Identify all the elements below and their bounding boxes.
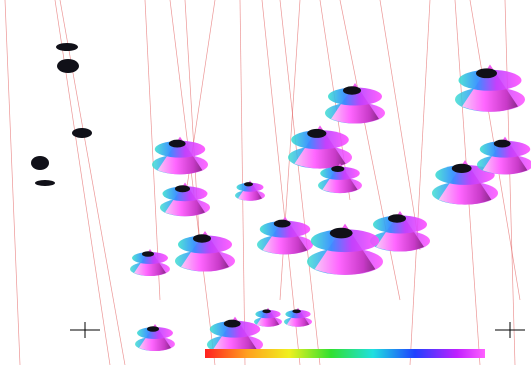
visualization: [0, 0, 531, 365]
glyph: [343, 86, 361, 94]
page: (() => { const svg = document.getElement…: [0, 0, 531, 365]
glyph: [31, 156, 49, 170]
glyph: [452, 164, 472, 173]
glyph: [193, 234, 211, 242]
glyph: [147, 326, 159, 332]
glyph: [35, 180, 55, 186]
glyph: [262, 309, 270, 313]
glyph: [169, 140, 186, 148]
glyph: [388, 214, 406, 222]
glyph: [56, 43, 78, 51]
glyph: [57, 59, 79, 73]
color-bar: [205, 349, 485, 358]
glyph: [494, 140, 511, 148]
glyph: [274, 220, 291, 228]
glyph: [330, 228, 353, 239]
glyph: [224, 320, 241, 328]
glyph: [142, 251, 154, 257]
glyph: [72, 128, 92, 138]
glyph: [175, 185, 190, 192]
glyph: [244, 182, 253, 186]
glyph: [476, 68, 497, 78]
glyph: [307, 129, 326, 138]
glyph: [331, 166, 344, 172]
glyph: [292, 309, 300, 313]
